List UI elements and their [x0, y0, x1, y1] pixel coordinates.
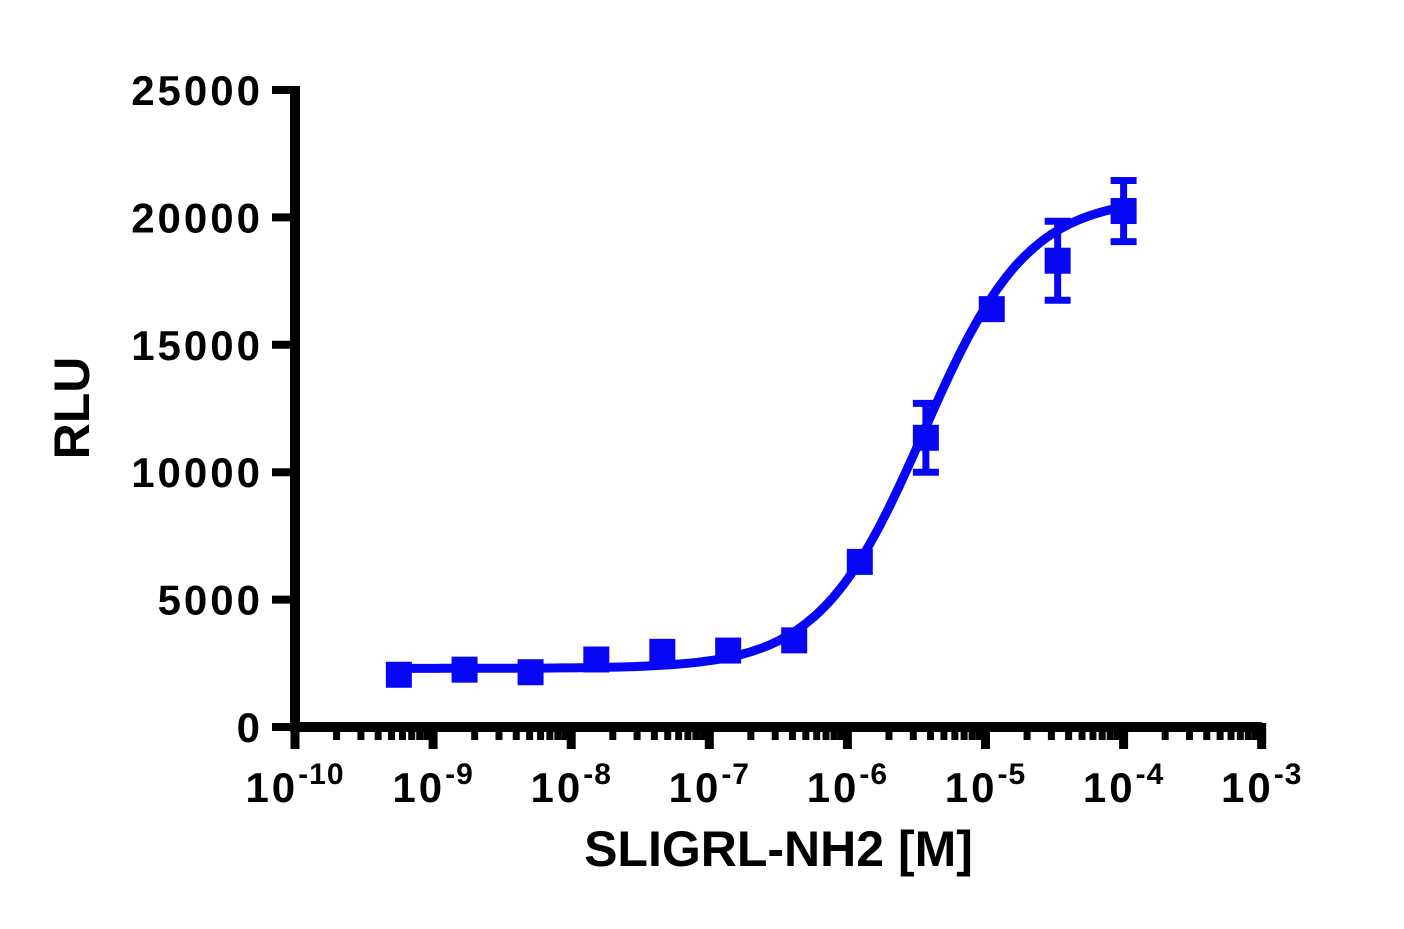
data-point-marker: [649, 638, 676, 665]
y-axis-title: RLU: [44, 356, 100, 460]
x-tick-label: 10-3: [1221, 758, 1302, 811]
data-point-marker: [715, 637, 742, 664]
y-tick-label: 25000: [131, 67, 263, 114]
x-tick-label: 10-6: [807, 758, 888, 811]
x-tick-label: 10-4: [1083, 758, 1164, 811]
data-point-marker: [1044, 247, 1071, 274]
data-point-marker: [385, 661, 412, 688]
data-point-marker: [451, 656, 478, 683]
y-tick-label: 10000: [131, 449, 263, 496]
y-tick-label: 5000: [158, 577, 263, 624]
data-point-marker: [846, 548, 873, 575]
x-tick-label: 10-9: [392, 758, 473, 811]
data-point-marker: [781, 627, 808, 654]
data-point-marker: [978, 296, 1005, 323]
data-point-marker: [1110, 198, 1137, 225]
x-tick-label: 10-8: [530, 758, 611, 811]
data-point-marker: [517, 659, 544, 686]
x-tick-label: 10-10: [245, 758, 344, 811]
x-tick-label: 10-7: [669, 758, 750, 811]
fit-curve: [394, 202, 1129, 673]
y-tick-label: 20000: [131, 194, 263, 241]
x-axis-title: SLIGRL-NH2 [M]: [584, 821, 973, 877]
data-point-marker: [912, 424, 939, 451]
data-point-marker: [583, 646, 610, 673]
y-tick-label: 15000: [131, 322, 263, 369]
x-tick-label: 10-5: [945, 758, 1026, 811]
y-tick-label: 0: [237, 704, 263, 751]
